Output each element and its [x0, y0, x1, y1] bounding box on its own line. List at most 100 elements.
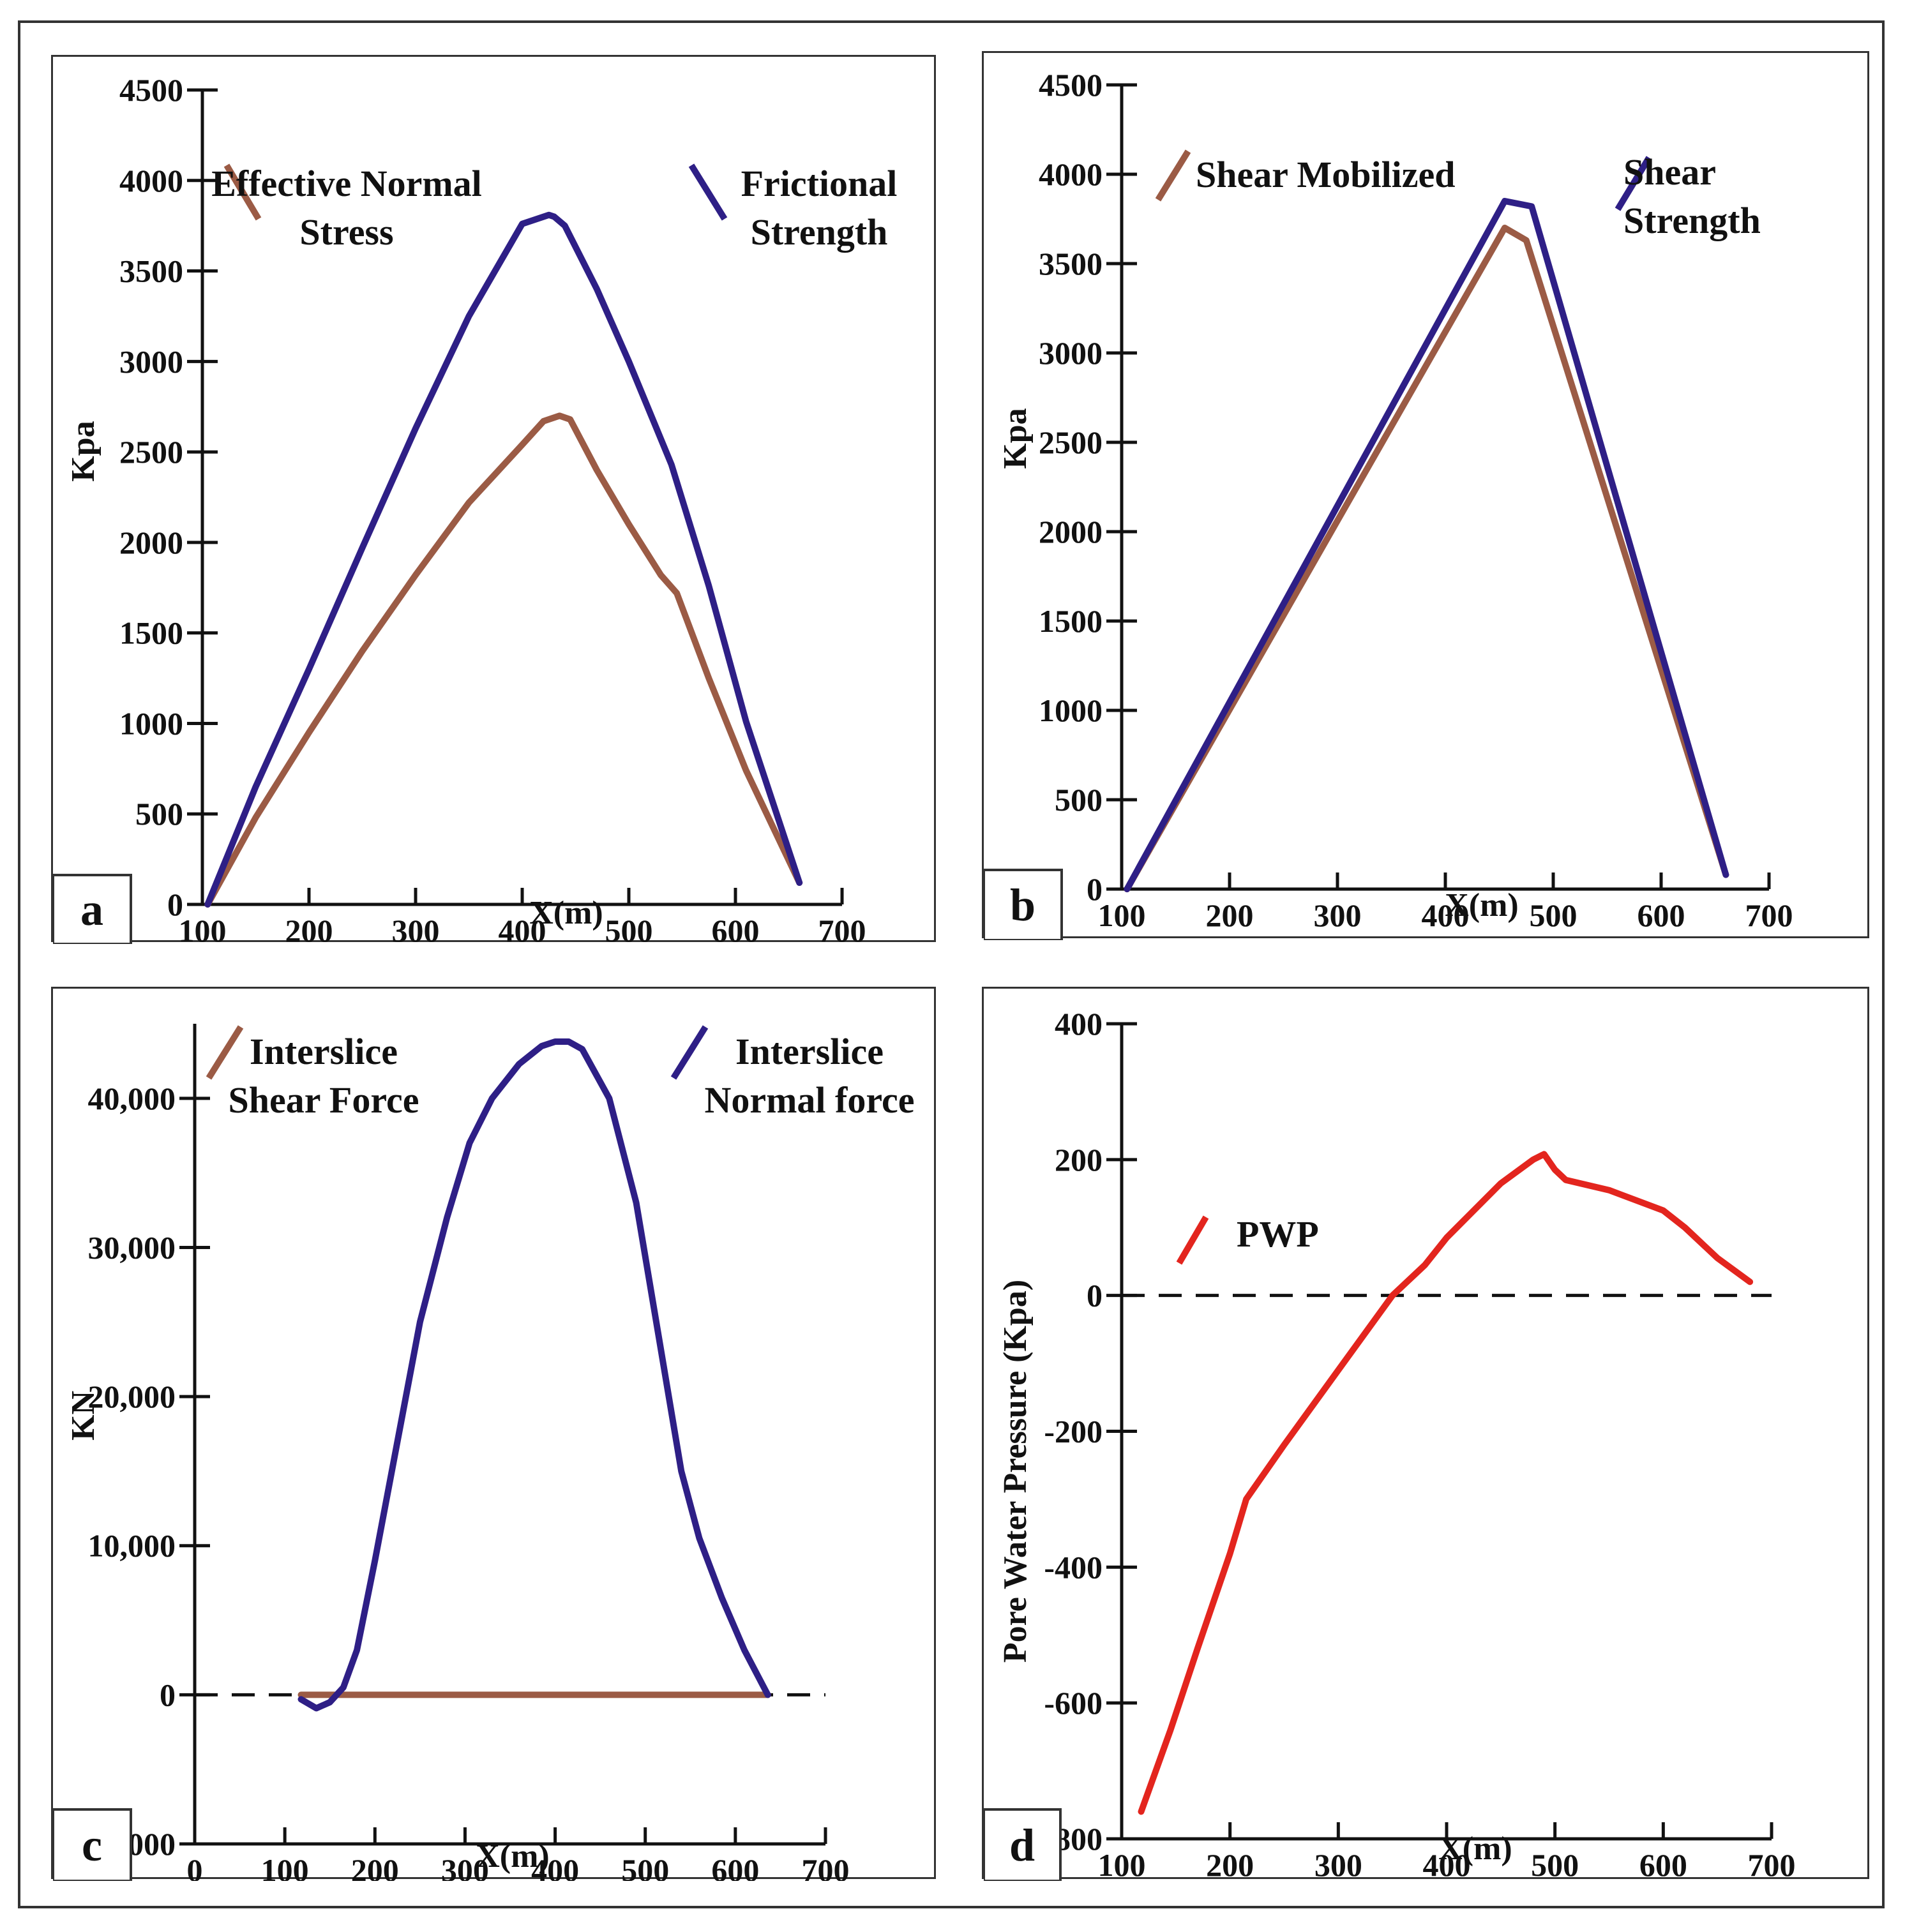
legend-label-effective-normal-stress: Effective Normal [211, 163, 482, 204]
y-tick-label: 0 [1087, 1278, 1103, 1314]
legend-marker-interslice-shear-force [206, 1025, 244, 1080]
y-axis-label: Pore Water Pressure (Kpa) [997, 1280, 1034, 1663]
x-tick-label: 300 [1314, 897, 1362, 933]
x-tick-label: 300 [1314, 1847, 1362, 1881]
y-tick-label: 10,000 [88, 1528, 176, 1564]
y-tick-label: 40,000 [88, 1081, 176, 1116]
y-tick-label: -200 [1044, 1414, 1103, 1449]
y-tick-label: 2000 [119, 525, 183, 560]
y-tick-label: 3500 [1039, 246, 1103, 281]
y-tick-label: 400 [1055, 1006, 1103, 1042]
legend-marker-frictional-strength [688, 163, 728, 221]
y-tick-label: 2500 [119, 434, 183, 470]
y-tick-label: -400 [1044, 1549, 1103, 1585]
legend-label-shear-strength: Strength [1623, 200, 1761, 241]
y-tick-label: 2000 [1039, 514, 1103, 550]
x-tick-label: 600 [1639, 1847, 1687, 1881]
y-tick-label: 1500 [1039, 603, 1103, 639]
y-tick-label: 20,000 [88, 1379, 176, 1414]
y-tick-label: 1000 [119, 705, 183, 741]
x-tick-label: 700 [818, 913, 866, 944]
x-tick-label: 100 [179, 913, 227, 944]
chart-d: 100 200 300 400 500 600 700-800-600-400-200020… [984, 1006, 1796, 1881]
x-axis-label: X(m) [1445, 887, 1519, 924]
y-tick-label: 500 [135, 796, 183, 832]
x-tick-label: 600 [711, 1852, 759, 1881]
y-tick-label: -600 [1044, 1685, 1103, 1721]
x-tick-label: 400 [1422, 897, 1470, 933]
legend-marker-pwp [1176, 1215, 1209, 1265]
x-tick-label: 600 [1638, 897, 1685, 933]
x-tick-label: 400 [1423, 1847, 1471, 1881]
panel-label: b [1010, 880, 1035, 931]
legend-label-shear-strength: Shear [1623, 151, 1716, 193]
series-line-shear-strength [1124, 198, 1729, 892]
panel-label: c [82, 1820, 102, 1871]
y-tick-label: 1000 [1039, 693, 1103, 728]
y-tick-label: 4500 [1039, 67, 1103, 103]
x-axis-label: X(m) [1438, 1831, 1512, 1867]
x-tick-label: 700 [1748, 1847, 1796, 1881]
x-tick-label: 200 [351, 1852, 399, 1881]
x-tick-label: 500 [1530, 897, 1577, 933]
chart-c: 0100200300400500600700-10,000010,00020,0… [53, 1024, 915, 1881]
panel-label-box [984, 869, 1063, 940]
y-tick-label: 30,000 [88, 1229, 176, 1265]
x-tick-label: 200 [1206, 897, 1254, 933]
legend-label-pwp: PWP [1237, 1213, 1319, 1255]
legend-label-interslice-normal-force: Interslice [735, 1031, 884, 1072]
x-tick-label: 700 [1745, 897, 1793, 933]
legend-label-interslice-shear-force: Shear Force [228, 1079, 419, 1121]
x-tick-label: 200 [285, 913, 333, 944]
x-tick-label: 100 [1098, 897, 1146, 933]
legend-marker-effective-normal-stress [223, 163, 262, 221]
y-tick-label: 2500 [1039, 424, 1103, 460]
legend-label-frictional-strength: Strength [751, 211, 888, 253]
y-axis-label: Kpa [997, 408, 1034, 468]
y-tick-label: 0 [167, 887, 183, 922]
legend-marker-shear-strength [1615, 156, 1652, 211]
x-tick-label: 500 [1531, 1847, 1579, 1881]
legend-marker-interslice-normal-force [670, 1025, 709, 1080]
panel-label-box [53, 874, 132, 944]
panel-label: d [1009, 1820, 1035, 1871]
series-line-effective-normal-stress [204, 412, 803, 908]
series-line-frictional-strength [204, 211, 803, 908]
x-tick-label: 300 [392, 913, 440, 944]
x-tick-label: 500 [605, 913, 653, 944]
y-tick-label: 500 [1055, 782, 1103, 818]
legend-label-interslice-shear-force: Interslice [250, 1031, 398, 1072]
y-tick-label: 200 [1055, 1142, 1103, 1178]
legend-label-effective-normal-stress: Stress [299, 211, 393, 253]
y-tick-label: 4500 [119, 72, 183, 108]
y-axis-label: KN [65, 1391, 102, 1441]
chart-a: 100 200 300 400 500 600 700 0 500 1000 1500 2000 250… [53, 72, 898, 944]
y-axis-label: Kpa [65, 421, 102, 481]
panel-label-box [984, 1808, 1062, 1881]
legend-marker-shear-mobilized [1155, 149, 1191, 202]
series-line-shear-mobilized [1124, 225, 1729, 892]
x-tick-label: 400 [531, 1852, 579, 1881]
panel-c: 0100200300400500600700-10,000010,00020,0… [51, 987, 936, 1881]
panel-a: 100 200 300 400 500 600 700 0 500 1000 1500 2000 250… [51, 55, 936, 944]
x-tick-label: 0 [187, 1852, 203, 1881]
legend-label-frictional-strength: Frictional [741, 163, 898, 204]
x-axis-label: X(m) [529, 895, 603, 931]
x-tick-label: 200 [1206, 1847, 1254, 1881]
y-tick-label: 0 [160, 1677, 176, 1712]
x-tick-label: 700 [802, 1852, 850, 1881]
x-axis-label: X(m) [476, 1838, 550, 1875]
y-tick-label: 4000 [1039, 156, 1103, 192]
figure-frame [18, 20, 1885, 1908]
panel-label-box [53, 1808, 132, 1881]
series-line-pwp [1138, 1151, 1754, 1815]
y-tick-label: 3000 [119, 343, 183, 379]
y-tick-label: 1500 [119, 615, 183, 651]
y-tick-label: 0 [1087, 871, 1103, 907]
x-tick-label: 100 [1098, 1847, 1146, 1881]
chart-b: 100 200 300 400 500 600 700 0 500 1000 1500 2000 250… [984, 67, 1793, 940]
legend-label-interslice-normal-force: Normal force [704, 1079, 914, 1121]
panel-d: 100 200 300 400 500 600 700 -800 -600 -400 -200 0 20… [982, 987, 1869, 1881]
y-tick-label: 3500 [119, 253, 183, 289]
y-tick-label: 4000 [119, 163, 183, 198]
